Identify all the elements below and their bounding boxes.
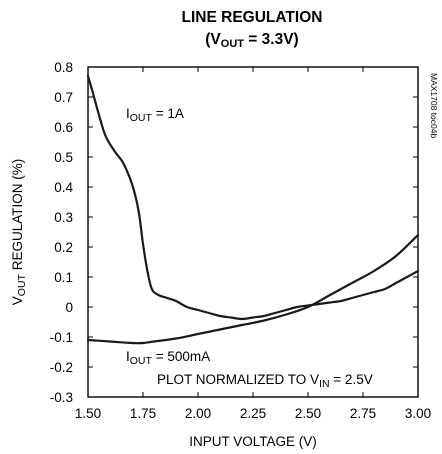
y-tick-label: 0.2 xyxy=(54,240,73,255)
y-tick-label: -0.3 xyxy=(50,390,73,405)
annotation-normalized: PLOT NORMALIZED TO VIN = 2.5V xyxy=(157,372,373,390)
series-line-500ma xyxy=(86,233,420,345)
y-tick-label: -0.1 xyxy=(50,330,73,345)
x-tick-label: 2.25 xyxy=(240,406,266,421)
y-tick-label: 0 xyxy=(65,300,73,315)
y-axis-label: VOUT REGULATION (%) xyxy=(10,159,28,305)
series-group xyxy=(86,74,420,345)
chart-title-line1: LINE REGULATION xyxy=(182,9,323,26)
x-tick-label: 1.75 xyxy=(130,406,156,421)
chart-title-line2: (VOUT = 3.3V) xyxy=(205,31,298,50)
annotation-iout-500ma: IOUT = 500mA xyxy=(126,349,210,367)
series-line-1a xyxy=(86,74,420,321)
x-tick-label: 2.75 xyxy=(350,406,376,421)
annotation-iout-1a: IOUT = 1A xyxy=(126,106,184,124)
x-tick-label: 2.00 xyxy=(185,406,211,421)
y-axis-ticks: 0.8 0.7 0.6 0.5 0.4 0.3 0.2 0.1 0 -0.1 -0.2 -0.3 xyxy=(50,60,418,405)
x-axis-label: INPUT VOLTAGE (V) xyxy=(189,434,317,449)
y-tick-label: 0.7 xyxy=(54,90,73,105)
y-tick-label: 0.5 xyxy=(54,150,73,165)
y-tick-label: 0.4 xyxy=(54,180,73,195)
x-tick-label: 1.50 xyxy=(75,406,101,421)
y-tick-label: -0.2 xyxy=(50,360,73,375)
y-tick-label: 0.3 xyxy=(54,210,73,225)
y-tick-label: 0.8 xyxy=(54,60,73,75)
y-tick-label: 0.6 xyxy=(54,120,73,135)
figure-code: MAX1708 toc04b xyxy=(429,73,439,138)
x-axis-ticks: 1.50 1.75 2.00 2.25 2.50 2.75 3.00 xyxy=(75,67,431,421)
x-tick-label: 2.50 xyxy=(295,406,321,421)
y-tick-label: 0.1 xyxy=(54,270,73,285)
x-tick-label: 3.00 xyxy=(405,406,431,421)
